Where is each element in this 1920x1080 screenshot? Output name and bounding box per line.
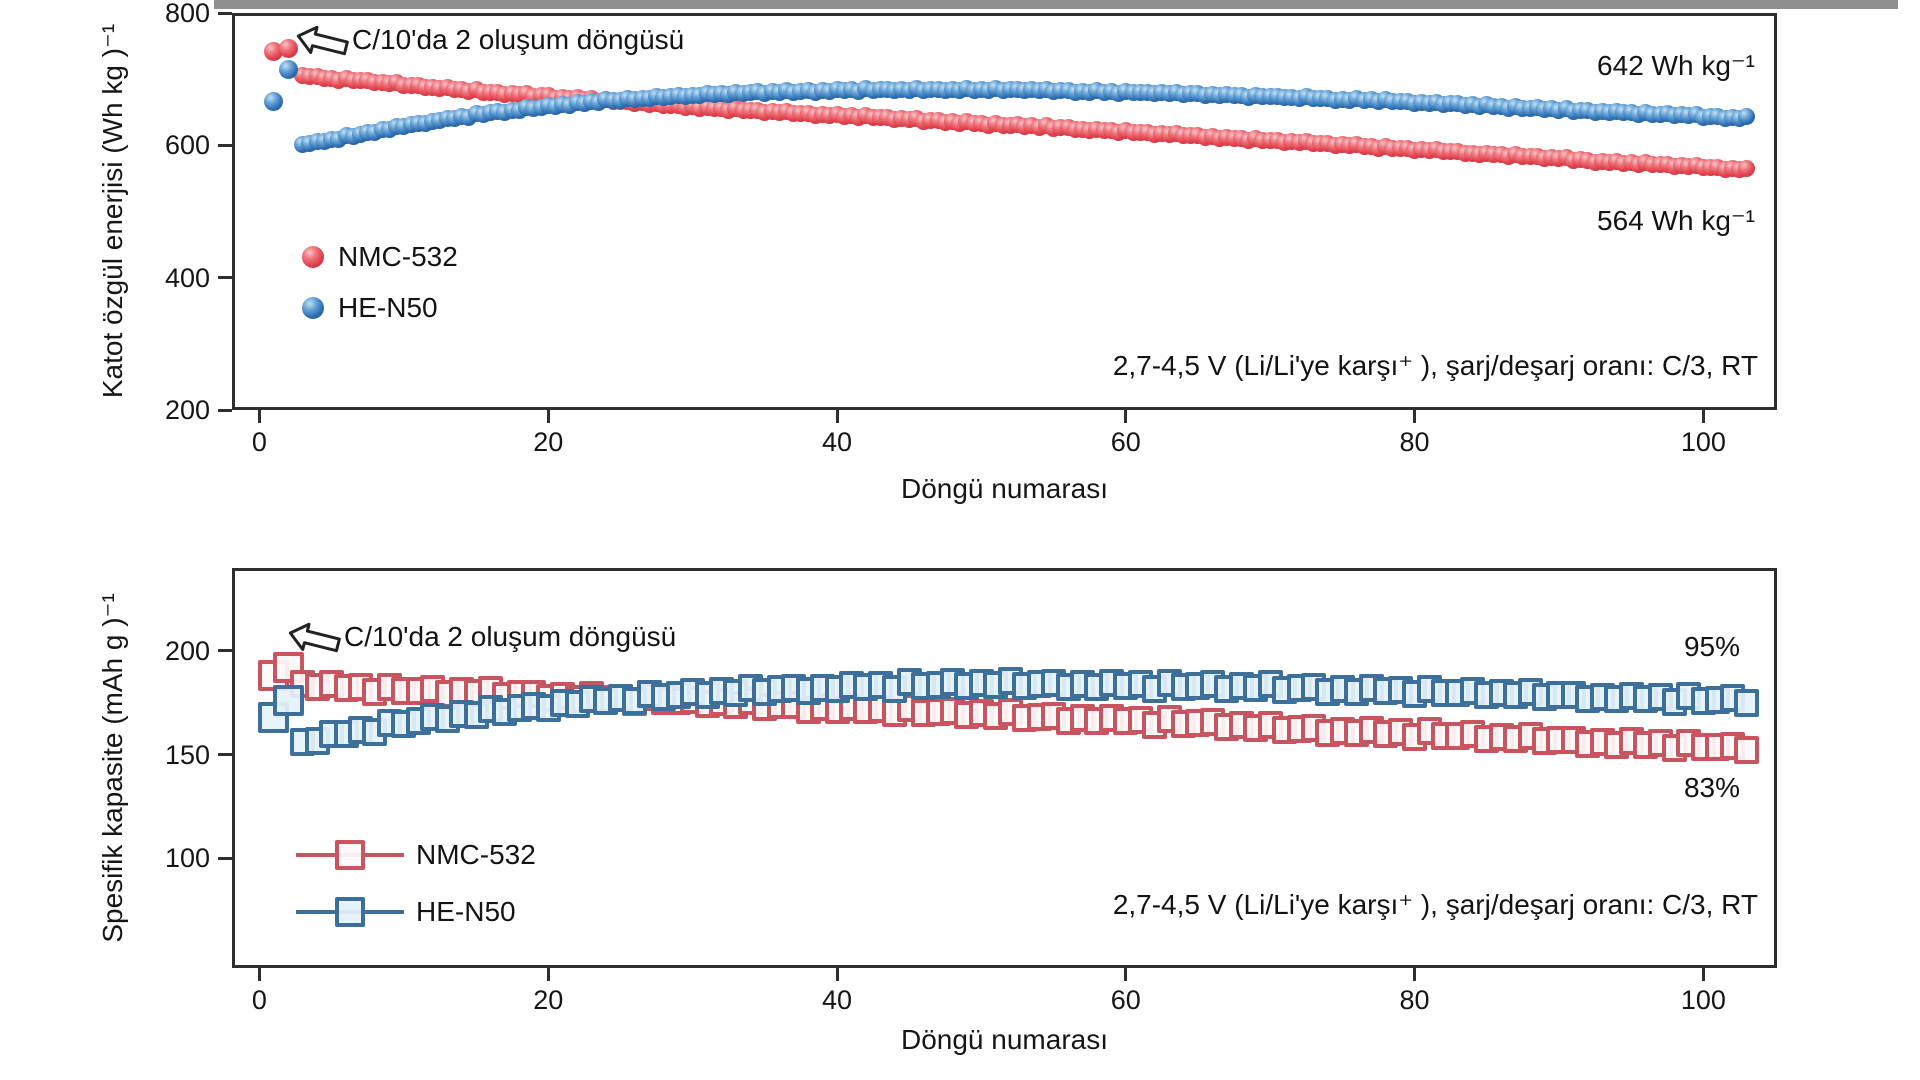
annotation-red-end-label: 564 Wh kg⁻¹ [1597, 205, 1755, 236]
y-tick-mark [218, 753, 232, 757]
x-tick-mark [257, 968, 261, 981]
x-tick-mark [1124, 410, 1128, 423]
x-tick-label: 60 [1110, 985, 1141, 1015]
legend-marker-red [302, 246, 324, 268]
data-point [1738, 159, 1756, 177]
x-tick-mark [1701, 968, 1705, 981]
legend-label: NMC-532 [338, 241, 458, 272]
y-tick-mark [218, 408, 232, 412]
x-tick-label: 100 [1680, 427, 1726, 457]
y-tick-mark [218, 649, 232, 653]
formation-arrow-icon [290, 19, 354, 70]
x-tick-mark [1413, 410, 1417, 423]
x-tick-mark [1413, 968, 1417, 981]
legend-marker-blue [302, 297, 324, 319]
x-tick-mark [546, 968, 550, 981]
y-tick-mark [218, 856, 232, 860]
data-point [1734, 736, 1760, 765]
y-tick-label: 800 [164, 0, 210, 28]
x-tick-label: 0 [251, 985, 267, 1015]
y-axis-label: Spesifik kapasite (mAh g )⁻¹ [97, 593, 128, 943]
annotation-blue-retention-label: 95% [1683, 631, 1740, 662]
y-tick-label: 100 [164, 843, 210, 874]
y-tick-label: 200 [164, 395, 210, 425]
legend-label: HE-N50 [338, 292, 438, 323]
y-tick-label: 150 [164, 739, 210, 770]
x-tick-label: 20 [533, 427, 564, 457]
x-tick-mark [1124, 968, 1128, 981]
data-point-formation [264, 91, 284, 111]
formation-arrow-icon [282, 616, 346, 667]
y-axis-label: Katot özgül enerjisi (Wh kg )⁻¹ [97, 23, 128, 399]
annotation-formation-note: C/10'da 2 oluşum döngüsü [344, 621, 677, 652]
data-point [1738, 108, 1756, 126]
annotation-blue-end-label: 642 Wh kg⁻¹ [1597, 50, 1755, 81]
y-tick-label: 600 [164, 130, 210, 161]
annotation-conditions: 2,7-4,5 V (Li/Li'ye karşı⁺ ), şarj/deşar… [1112, 350, 1758, 381]
x-axis-title: Döngü numarası [900, 1024, 1108, 1055]
annotation-red-retention-label: 83% [1683, 772, 1740, 803]
y-tick-label: 200 [164, 635, 210, 666]
x-tick-label: 40 [821, 985, 853, 1015]
data-point-formation [272, 685, 304, 717]
data-point-formation [264, 41, 284, 61]
x-tick-mark [835, 968, 839, 981]
plot-box-capacity [232, 568, 1777, 968]
data-point [1734, 688, 1760, 717]
legend-marker-blue [335, 897, 365, 927]
data-point-formation [272, 651, 304, 683]
annotation-formation-note: C/10'da 2 oluşum döngüsü [352, 24, 685, 55]
legend-marker-red [335, 840, 365, 870]
x-axis-title: Döngü numarası [900, 473, 1108, 504]
x-tick-label: 100 [1680, 985, 1726, 1015]
plot-box-energy [232, 13, 1777, 410]
screenshot-top-edge-strip [214, 0, 1898, 9]
y-tick-mark [218, 276, 232, 280]
legend-label: HE-N50 [416, 896, 516, 927]
x-tick-label: 80 [1399, 427, 1430, 457]
data-point-formation [278, 39, 298, 59]
x-tick-mark [835, 410, 839, 423]
x-tick-mark [546, 410, 550, 423]
x-tick-label: 60 [1110, 427, 1141, 457]
x-tick-label: 80 [1399, 985, 1430, 1015]
data-point-formation [278, 60, 298, 80]
legend-label: NMC-532 [416, 839, 536, 870]
y-tick-mark [218, 11, 232, 15]
x-tick-label: 40 [821, 427, 853, 457]
x-tick-label: 20 [533, 985, 564, 1015]
x-tick-mark [257, 410, 261, 423]
x-tick-label: 0 [251, 427, 267, 457]
y-tick-mark [218, 143, 232, 147]
y-tick-label: 400 [164, 262, 210, 293]
x-tick-mark [1701, 410, 1705, 423]
annotation-conditions: 2,7-4,5 V (Li/Li'ye karşı⁺ ), şarj/deşar… [1112, 889, 1758, 920]
